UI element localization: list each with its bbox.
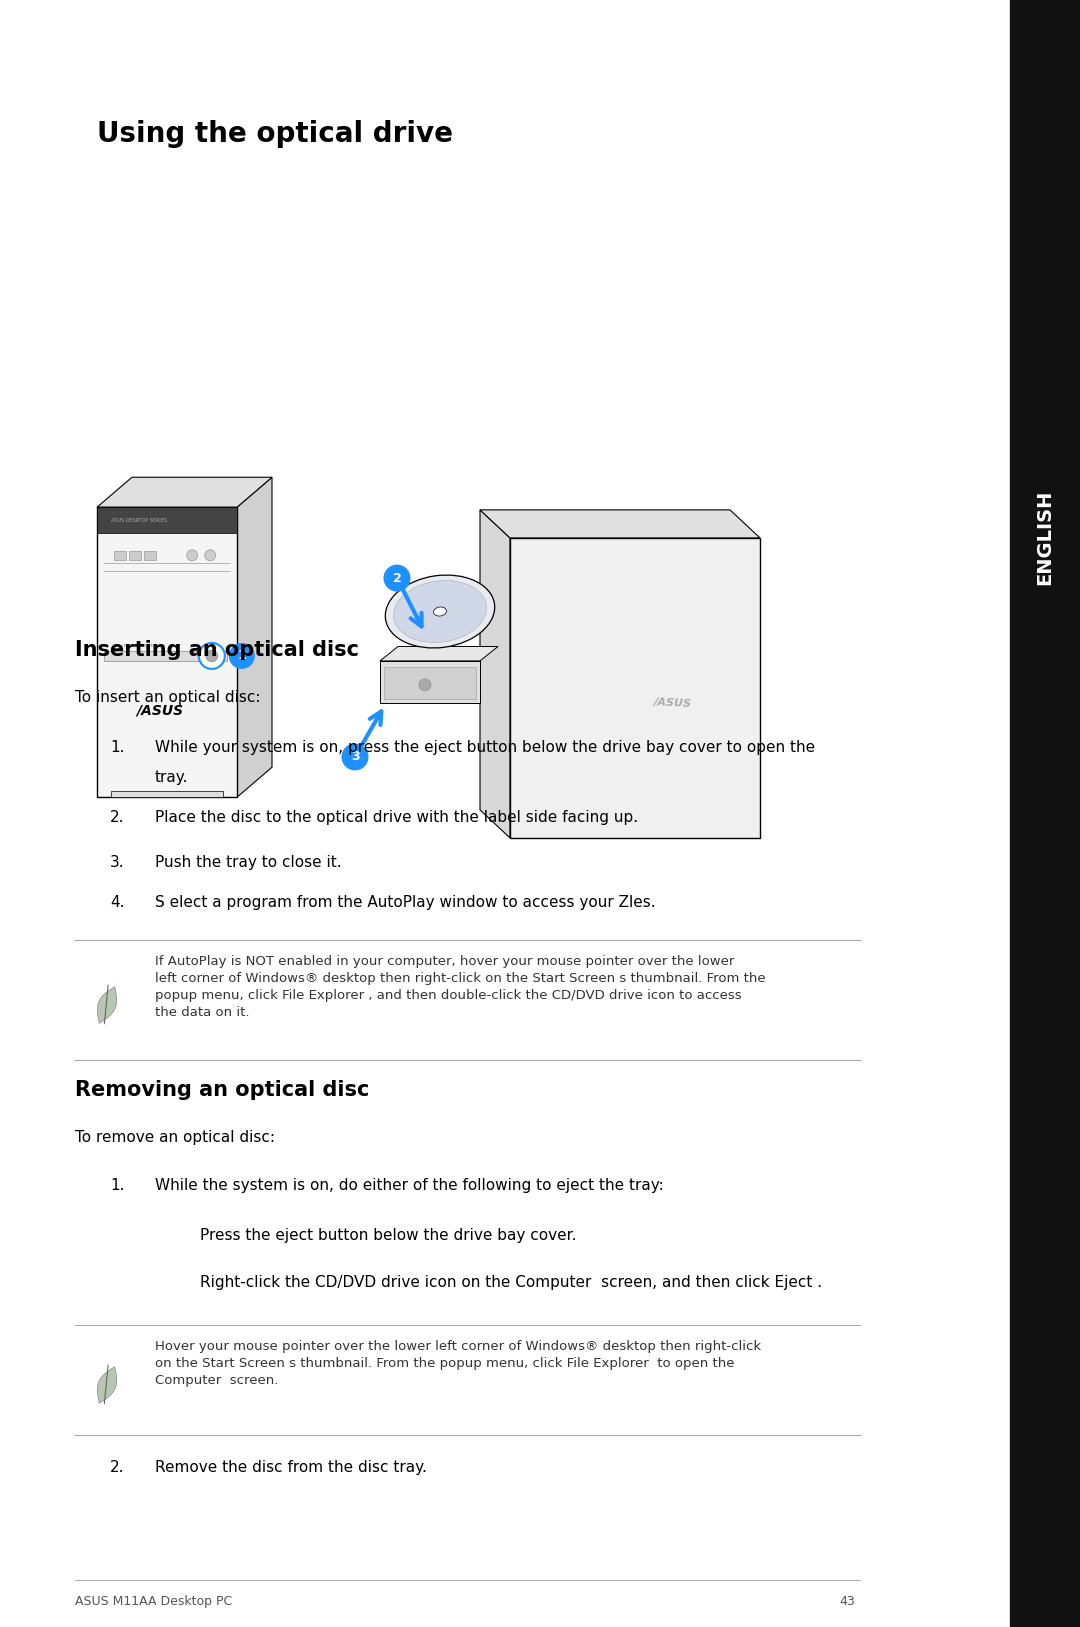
Bar — [113, 552, 125, 560]
Bar — [144, 552, 156, 560]
Text: tray.: tray. — [156, 770, 189, 784]
Circle shape — [199, 643, 225, 669]
Bar — [111, 791, 222, 797]
Text: 1.: 1. — [110, 1178, 124, 1193]
Text: Place the disc to the optical drive with the label side facing up.: Place the disc to the optical drive with… — [156, 810, 638, 825]
Ellipse shape — [386, 574, 495, 648]
Text: To insert an optical disc:: To insert an optical disc: — [75, 690, 260, 704]
Text: Push the tray to close it.: Push the tray to close it. — [156, 856, 341, 870]
Bar — [510, 539, 760, 838]
Text: While the system is on, do either of the following to eject the tray:: While the system is on, do either of the… — [156, 1178, 664, 1193]
Circle shape — [187, 550, 198, 561]
Circle shape — [206, 649, 218, 662]
Polygon shape — [97, 477, 272, 508]
Text: /ASUS: /ASUS — [653, 696, 691, 709]
Circle shape — [383, 565, 410, 592]
Text: 2.: 2. — [110, 810, 124, 825]
Polygon shape — [237, 477, 272, 797]
Text: Right-click the CD/DVD drive icon on the Computer  screen, and then click Eject : Right-click the CD/DVD drive icon on the… — [200, 1276, 822, 1290]
Text: 4.: 4. — [110, 895, 124, 909]
Polygon shape — [97, 986, 117, 1023]
Bar — [104, 651, 227, 661]
Text: 2.: 2. — [110, 1459, 124, 1476]
Text: Press the eject button below the drive bay cover.: Press the eject button below the drive b… — [200, 1228, 577, 1243]
Ellipse shape — [433, 607, 446, 617]
Text: ASUS DESKTOP SERIES: ASUS DESKTOP SERIES — [111, 517, 167, 522]
Polygon shape — [380, 646, 498, 661]
Text: 2: 2 — [393, 571, 402, 584]
Text: /ASUS: /ASUS — [136, 703, 184, 718]
Text: ASUS M11AA Desktop PC: ASUS M11AA Desktop PC — [75, 1594, 232, 1607]
Circle shape — [341, 744, 368, 771]
Bar — [97, 508, 237, 534]
Text: 3: 3 — [351, 750, 360, 763]
Text: 43: 43 — [839, 1594, 855, 1607]
Circle shape — [229, 643, 255, 669]
Text: 3.: 3. — [110, 856, 124, 870]
Text: S elect a program from the AutoPlay window to access your Zles.: S elect a program from the AutoPlay wind… — [156, 895, 656, 909]
Bar — [384, 667, 476, 700]
Polygon shape — [97, 1367, 117, 1402]
Polygon shape — [480, 509, 760, 539]
Text: 1.: 1. — [110, 740, 124, 755]
Text: ENGLISH: ENGLISH — [1036, 490, 1054, 584]
Text: While your system is on, press the eject button below the drive bay cover to ope: While your system is on, press the eject… — [156, 740, 815, 755]
Text: If AutoPlay is NOT enabled in your computer, hover your mouse pointer over the l: If AutoPlay is NOT enabled in your compu… — [156, 955, 766, 1019]
Circle shape — [205, 550, 216, 561]
Bar — [97, 508, 237, 797]
Text: 1: 1 — [238, 649, 246, 662]
Bar — [129, 552, 140, 560]
Ellipse shape — [393, 581, 486, 643]
Text: Removing an optical disc: Removing an optical disc — [75, 1080, 369, 1100]
Text: Using the optical drive: Using the optical drive — [97, 120, 453, 148]
Circle shape — [419, 678, 431, 691]
Text: OPTICAL DRIVE: OPTICAL DRIVE — [122, 644, 153, 649]
Text: To remove an optical disc:: To remove an optical disc: — [75, 1131, 275, 1145]
Text: Inserting an optical disc: Inserting an optical disc — [75, 639, 359, 661]
Polygon shape — [480, 509, 510, 838]
Text: Hover your mouse pointer over the lower left corner of Windows® desktop then rig: Hover your mouse pointer over the lower … — [156, 1341, 761, 1386]
Bar — [1010, 0, 1080, 1627]
Text: Remove the disc from the disc tray.: Remove the disc from the disc tray. — [156, 1459, 427, 1476]
Bar — [380, 661, 480, 703]
